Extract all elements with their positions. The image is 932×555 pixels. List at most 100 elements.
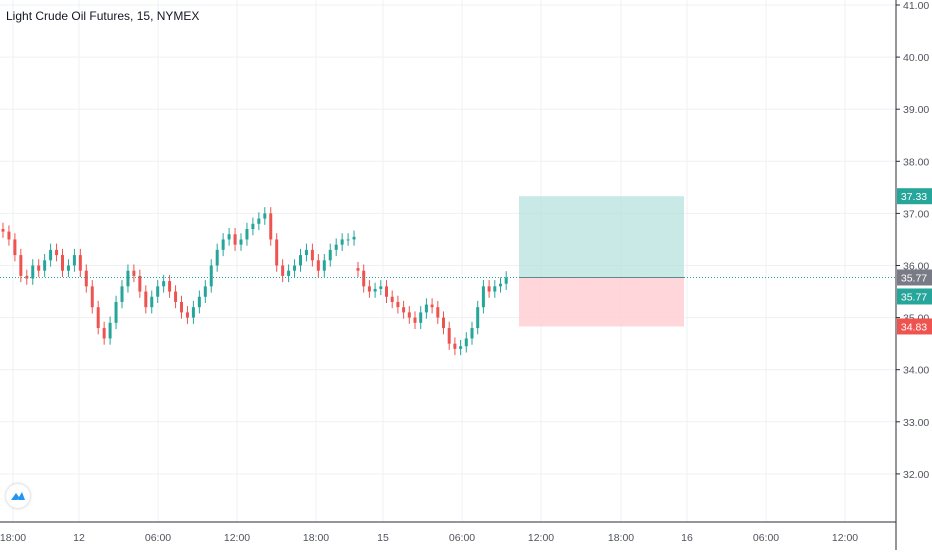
x-tick-label: 06:00 bbox=[145, 532, 171, 544]
candle-body bbox=[144, 291, 148, 308]
candle-series bbox=[1, 207, 508, 356]
candle-body bbox=[126, 270, 130, 287]
price-tag-bg bbox=[897, 318, 932, 335]
candle-body bbox=[504, 277, 508, 284]
candle-body bbox=[31, 265, 35, 279]
candle-body bbox=[430, 304, 434, 308]
candle-body bbox=[275, 239, 279, 266]
price-tag-label: 34.83 bbox=[901, 321, 927, 333]
chart-title: Light Crude Oil Futures, 15, NYMEX bbox=[6, 9, 200, 23]
candle-body bbox=[96, 307, 100, 329]
candle-body bbox=[367, 286, 371, 292]
candle-body bbox=[476, 307, 480, 329]
candle-body bbox=[203, 286, 207, 297]
x-tick-label: 12:00 bbox=[224, 532, 250, 544]
candle-body bbox=[19, 255, 23, 276]
candle-body bbox=[385, 286, 388, 297]
logo-glyph bbox=[11, 492, 25, 503]
candle-body bbox=[227, 234, 231, 240]
candle-body bbox=[287, 270, 291, 276]
candle-body bbox=[66, 265, 70, 271]
candle-body bbox=[251, 223, 255, 230]
candle-body bbox=[61, 255, 64, 271]
candle-body bbox=[43, 260, 47, 271]
x-tick-label: 18:00 bbox=[608, 532, 634, 544]
candle-body bbox=[138, 275, 142, 292]
price-tag-bg bbox=[897, 288, 932, 305]
candle-body bbox=[185, 312, 189, 318]
candle-body bbox=[245, 229, 249, 240]
candle-body bbox=[156, 286, 160, 297]
price-tag-label: 35.77 bbox=[901, 272, 927, 284]
candle-body bbox=[442, 317, 445, 329]
candle-body bbox=[174, 291, 178, 302]
candle-body bbox=[413, 317, 417, 323]
candle-body bbox=[470, 328, 474, 339]
y-tick-label: 39.00 bbox=[903, 104, 929, 116]
candle-body bbox=[221, 239, 225, 250]
x-tick-label: 18:00 bbox=[0, 532, 26, 544]
candle-body bbox=[281, 265, 285, 276]
tradingview-logo-icon[interactable] bbox=[6, 484, 30, 508]
candle-body bbox=[464, 338, 468, 347]
candle-body bbox=[316, 260, 320, 271]
candle-body bbox=[334, 244, 338, 250]
candle-body bbox=[379, 286, 383, 289]
candle-body bbox=[459, 346, 463, 349]
candle-body bbox=[436, 307, 440, 318]
y-tick-label: 37.00 bbox=[903, 208, 929, 220]
candle-body bbox=[453, 343, 457, 349]
stop-zone[interactable] bbox=[519, 277, 684, 327]
price-tag-bg bbox=[897, 269, 932, 286]
candle-body bbox=[356, 268, 360, 271]
candle-body bbox=[55, 249, 59, 256]
candle-body bbox=[114, 301, 118, 323]
candle-body bbox=[102, 328, 106, 339]
y-tick-label: 41.00 bbox=[903, 0, 929, 12]
price-tag-label: 35.77 bbox=[901, 291, 927, 303]
candle-body bbox=[84, 270, 88, 287]
candle-body bbox=[197, 296, 201, 308]
y-tick-label: 38.00 bbox=[903, 156, 929, 168]
candle-body bbox=[322, 260, 326, 271]
position-tool[interactable] bbox=[519, 196, 684, 327]
candle-body bbox=[362, 270, 366, 287]
x-tick-label: 18:00 bbox=[303, 532, 329, 544]
price-tag-bg bbox=[897, 188, 932, 205]
candle-body bbox=[49, 249, 53, 261]
y-tick-label: 32.00 bbox=[903, 469, 929, 481]
candle-body bbox=[13, 239, 17, 256]
x-tick-label: 12 bbox=[73, 532, 85, 544]
candle-body bbox=[487, 286, 491, 292]
candle-body bbox=[481, 286, 485, 308]
price-tag-label: 37.33 bbox=[901, 191, 927, 203]
candle-body bbox=[299, 255, 302, 266]
candle-body bbox=[352, 236, 356, 240]
candle-body bbox=[209, 265, 213, 287]
candle-body bbox=[447, 328, 451, 344]
candle-body bbox=[257, 218, 261, 224]
candle-body bbox=[304, 249, 308, 256]
candle-body bbox=[499, 283, 502, 287]
candle-body bbox=[168, 281, 172, 292]
target-zone[interactable] bbox=[519, 196, 684, 278]
x-tick-label: 06:00 bbox=[449, 532, 475, 544]
x-tick-label: 12:00 bbox=[528, 532, 554, 544]
candle-body bbox=[72, 255, 76, 266]
candle-body bbox=[191, 307, 195, 318]
candle-body bbox=[7, 231, 11, 240]
x-tick-label: 15 bbox=[377, 532, 389, 544]
candle-body bbox=[215, 249, 219, 266]
x-tick-label: 12:00 bbox=[832, 532, 858, 544]
y-tick-label: 34.00 bbox=[903, 365, 929, 377]
candle-body bbox=[25, 275, 29, 279]
candle-body bbox=[263, 213, 267, 219]
candle-body bbox=[1, 229, 5, 232]
candle-body bbox=[310, 249, 314, 261]
candle-body bbox=[493, 286, 497, 292]
candle-body bbox=[293, 265, 297, 271]
price-label-layer: 37.33 35.77 35.77 34.83 bbox=[897, 188, 932, 335]
candle-body bbox=[340, 239, 344, 245]
